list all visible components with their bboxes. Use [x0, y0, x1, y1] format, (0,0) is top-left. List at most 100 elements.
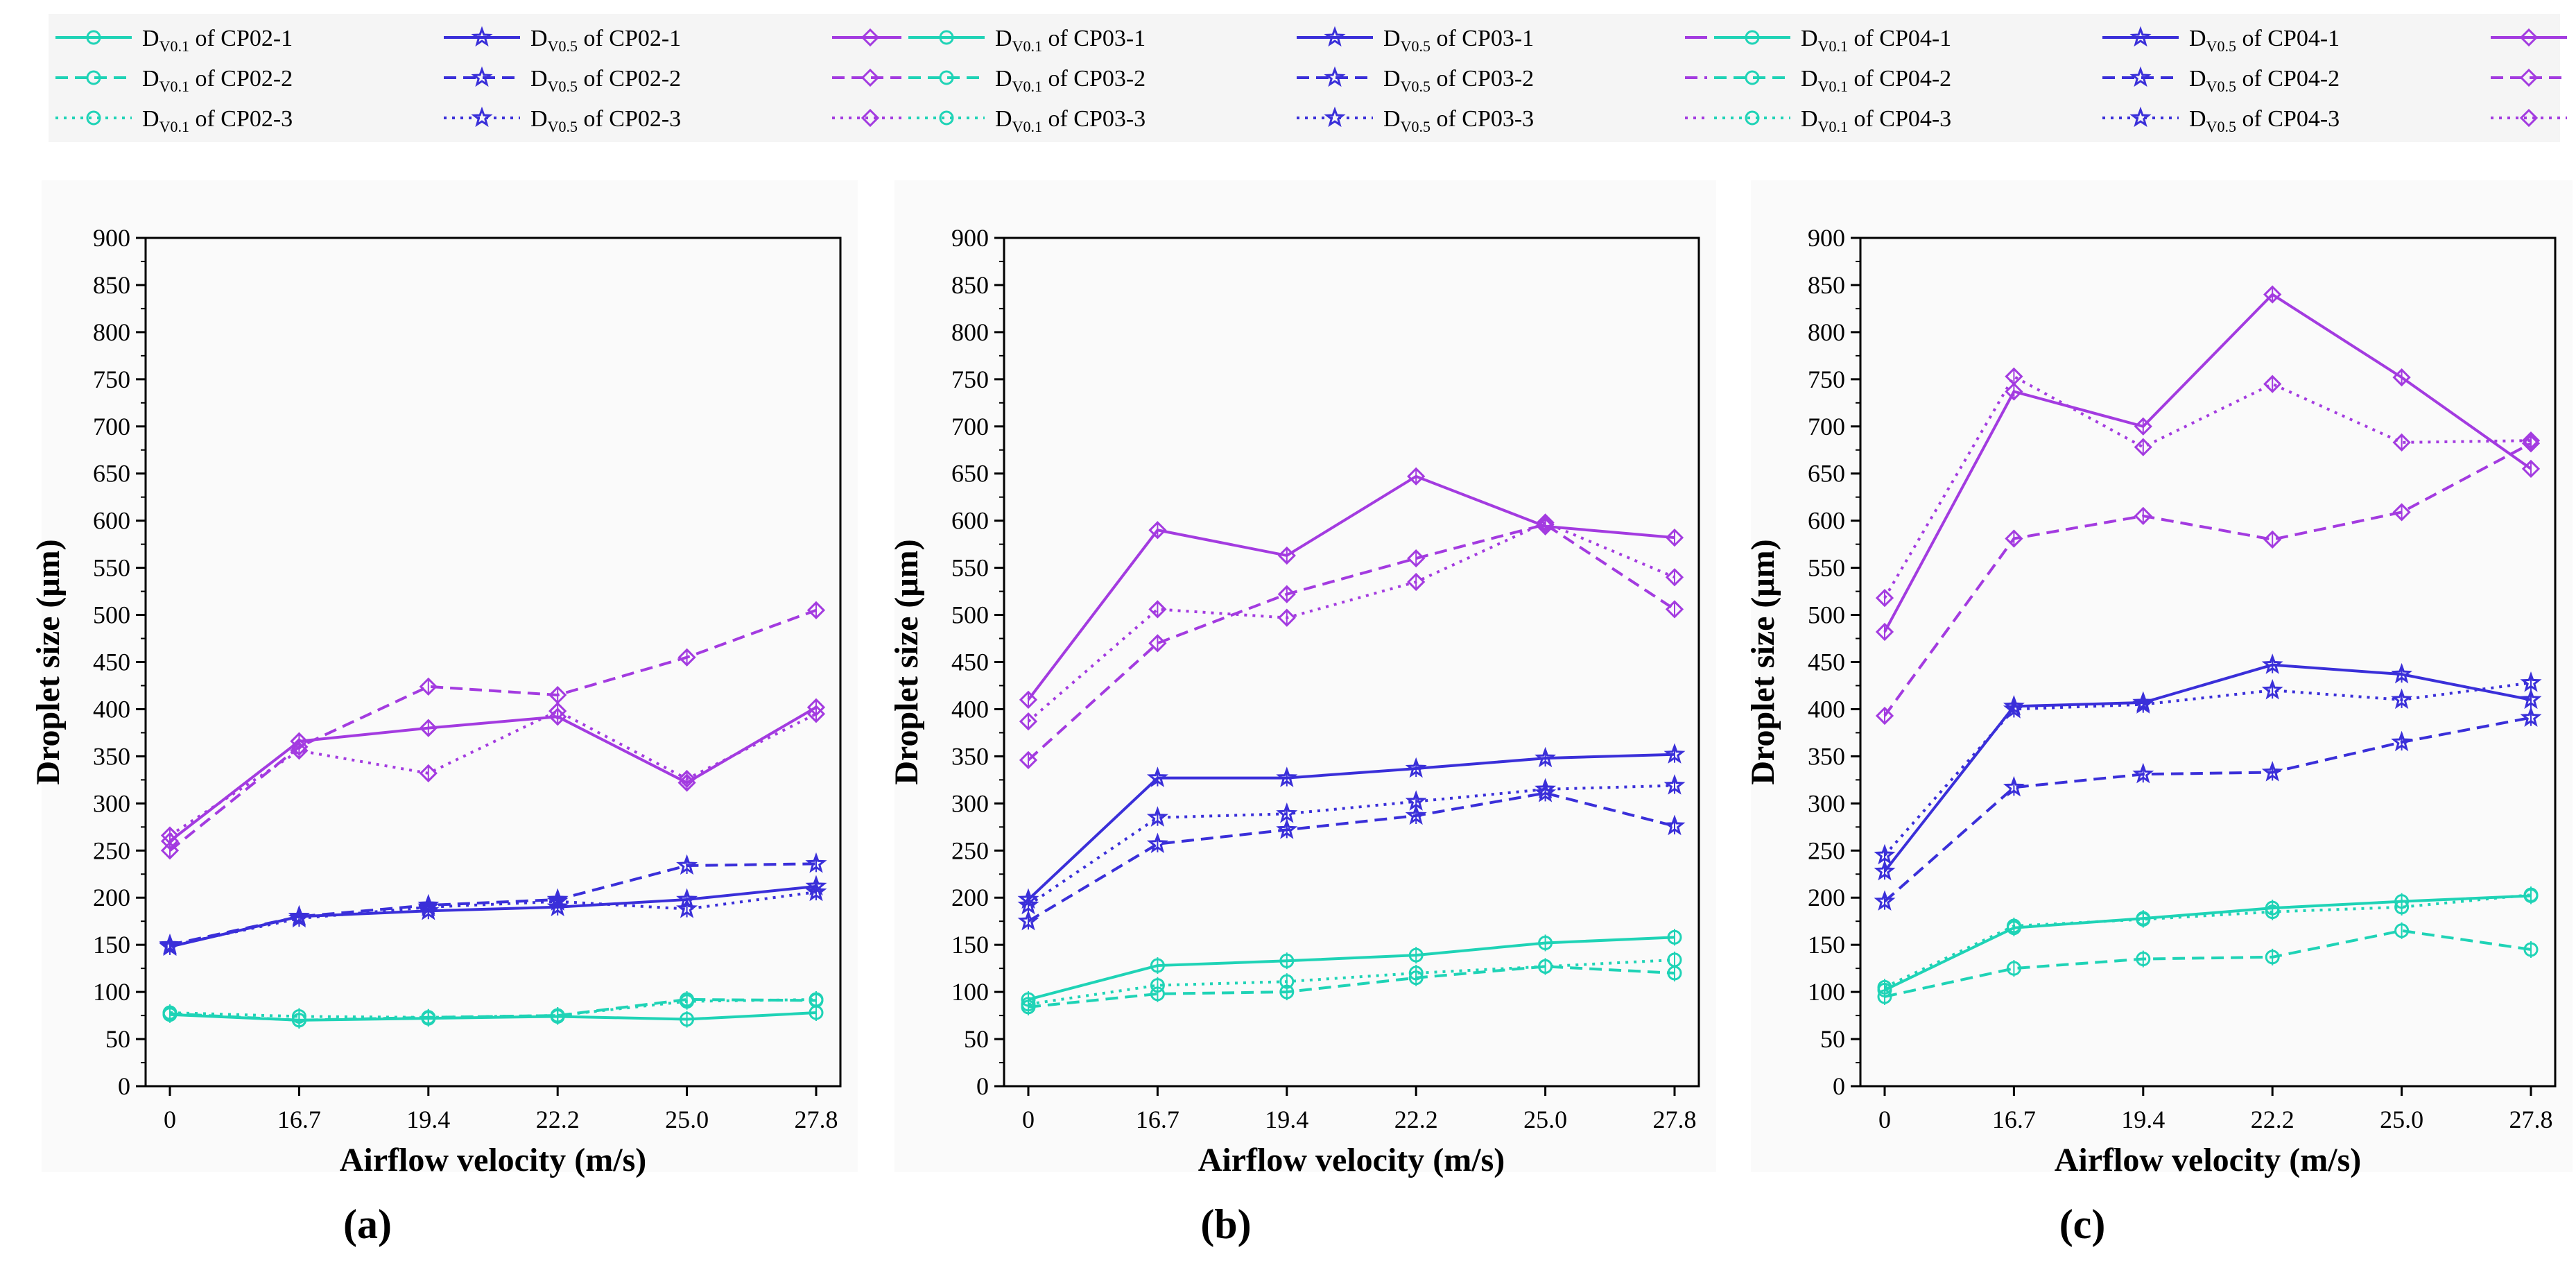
data-point [419, 764, 438, 782]
data-point [1665, 568, 1684, 587]
y-tick-label: 150 [93, 931, 130, 959]
data-point [2523, 887, 2539, 902]
series [1875, 434, 2541, 726]
x-tick-label: 22.2 [1394, 1106, 1438, 1133]
data-point [2261, 761, 2283, 782]
data-point [1667, 929, 1682, 945]
data-point [2006, 961, 2021, 976]
x-tick-label: 27.8 [1653, 1106, 1697, 1133]
legend-item: DV0.5 of CP04-2 [2102, 66, 2340, 95]
data-point [1407, 549, 1426, 568]
data-point [805, 880, 827, 902]
y-tick-label: 850 [93, 271, 130, 299]
y-tick-label: 500 [951, 601, 989, 629]
data-point [2263, 375, 2282, 393]
y-tick-label: 250 [1808, 836, 1845, 864]
y-tick-label: 450 [951, 649, 989, 676]
legend-marker-icon [2129, 66, 2152, 87]
x-tick-label: 16.7 [1136, 1106, 1179, 1133]
y-tick-label: 700 [951, 413, 989, 440]
data-point [288, 907, 310, 928]
series [1874, 671, 2542, 865]
y-tick-label: 850 [1808, 271, 1845, 299]
data-point [2005, 529, 2023, 548]
y-tick-label: 800 [1808, 318, 1845, 346]
data-point [2391, 688, 2413, 710]
series-line [168, 608, 817, 852]
y-tick-label: 600 [1808, 507, 1845, 535]
data-point [680, 994, 695, 1009]
x-tick-label: 27.8 [2509, 1106, 2553, 1133]
legend-item: DV0.1 of CP03-2 [908, 66, 1146, 95]
y-tick-label: 850 [951, 271, 989, 299]
y-tick-label: 400 [93, 695, 130, 723]
data-point [1405, 790, 1427, 811]
data-point [677, 648, 696, 667]
legend-label: DV0.1 of CP03-3 [995, 106, 1146, 135]
legend-marker-icon [471, 26, 493, 47]
data-point [1408, 966, 1424, 981]
legend-label: DV0.1 of CP04-1 [1801, 26, 1951, 55]
legend-item: DV0.1 of CP04-3 [1714, 106, 1951, 135]
y-tick-label: 200 [951, 884, 989, 911]
legend-item: DV0.1 of CP03-3 [908, 106, 1146, 135]
data-point [162, 1005, 178, 1020]
y-tick-label: 100 [93, 978, 130, 1006]
data-point [2261, 653, 2283, 674]
series [1017, 743, 1686, 909]
legend-marker-icon [1745, 70, 1760, 85]
series-line [1883, 442, 2532, 717]
y-tick-label: 800 [951, 318, 989, 346]
legend-marker-icon [939, 70, 954, 85]
data-point [1663, 743, 1686, 764]
y-tick-label: 450 [93, 649, 130, 676]
data-point [2521, 434, 2541, 453]
x-tick-label: 25.0 [1523, 1106, 1567, 1133]
legend-label: DV0.1 of CP03-2 [995, 66, 1146, 95]
data-point [159, 934, 181, 955]
y-tick-label: 400 [951, 695, 989, 723]
series-line [169, 862, 817, 947]
legend-marker-icon [86, 70, 101, 85]
x-tick-label: 0 [1022, 1106, 1035, 1133]
data-point [1875, 706, 1894, 726]
data-point [680, 1012, 695, 1027]
data-point [809, 992, 824, 1007]
y-tick-label: 750 [93, 366, 130, 393]
series-line [1883, 292, 2532, 633]
y-tick-label: 650 [93, 460, 130, 488]
data-point [2392, 368, 2411, 387]
series-line [1883, 663, 2532, 873]
series [160, 702, 826, 845]
data-point [2005, 367, 2023, 386]
data-point [1408, 947, 1424, 963]
series [162, 990, 824, 1026]
legend-item: DV0.5 of CP03-3 [1297, 106, 1534, 135]
panel-background [894, 180, 1716, 1172]
y-tick-label: 0 [118, 1072, 130, 1100]
y-tick-label: 200 [93, 884, 130, 911]
legend-marker-icon [2129, 106, 2152, 128]
data-point [160, 841, 180, 860]
panel-background [42, 180, 858, 1172]
data-point [1874, 890, 1896, 911]
data-point [548, 702, 567, 721]
y-tick-label: 800 [93, 318, 130, 346]
y-tick-label: 300 [1808, 789, 1845, 817]
x-axis-title: Airflow velocity (m/s) [340, 1142, 647, 1178]
data-point [1663, 774, 1686, 795]
legend-marker-icon [86, 110, 101, 126]
series-line [1027, 753, 1675, 901]
data-point [2391, 730, 2413, 752]
legend-label: DV0.5 of CP02-2 [530, 66, 681, 95]
series [159, 880, 827, 955]
data-point [2134, 417, 2152, 436]
data-point [1405, 804, 1427, 825]
data-point [1017, 893, 1039, 915]
legend-item: DV0.1 of CP04-1 [1714, 26, 1951, 55]
data-point [2136, 952, 2151, 967]
data-point [1150, 958, 1165, 973]
legend-item: DV0.1 of CP02-2 [55, 66, 293, 95]
legend-item: DV0.5 of CP03-2 [1297, 66, 1534, 95]
